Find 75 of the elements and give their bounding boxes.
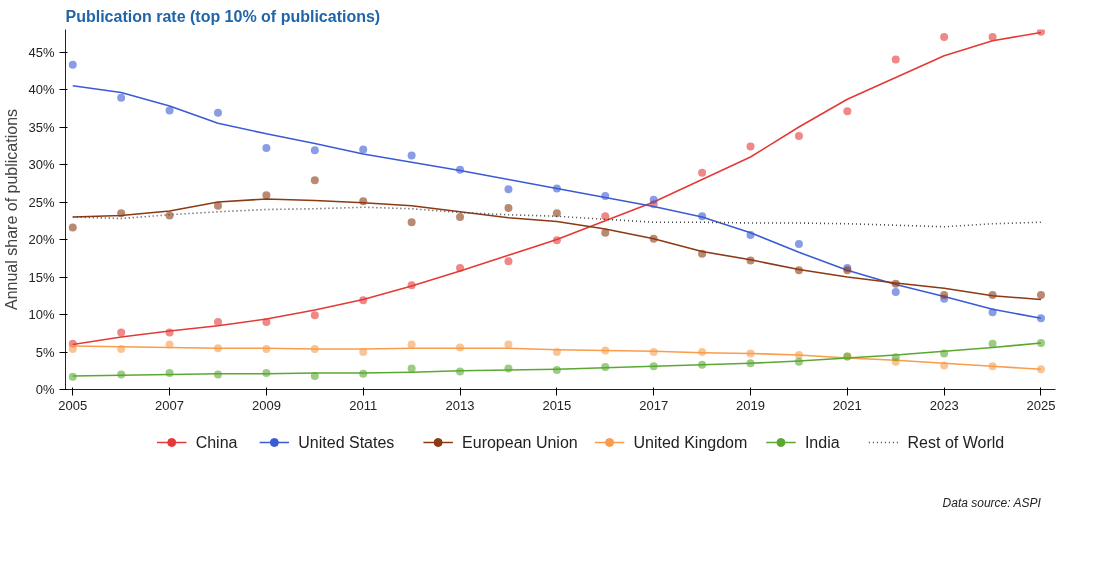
- legend-label: United Kingdom: [633, 434, 748, 451]
- point: [310, 176, 319, 185]
- point: [988, 339, 997, 348]
- point: [940, 33, 949, 41]
- x-tick-label: 2019: [736, 397, 765, 413]
- point: [407, 151, 416, 160]
- point: [117, 328, 126, 337]
- y-tick-label: 40%: [28, 82, 55, 97]
- point: [1036, 314, 1045, 323]
- point: [407, 218, 416, 227]
- point: [1036, 291, 1045, 299]
- point: [988, 33, 997, 41]
- point: [310, 311, 319, 320]
- point: [746, 142, 755, 151]
- x-tick-label: 2005: [58, 397, 88, 413]
- x-tick-label: 2007: [155, 397, 185, 413]
- source-note: Data source: ASPI: [942, 495, 1042, 510]
- y-tick-label: 10%: [28, 307, 55, 322]
- x-tick-label: 2015: [542, 397, 572, 413]
- point: [213, 108, 222, 117]
- point: [165, 106, 174, 115]
- point: [456, 213, 465, 221]
- point: [649, 195, 658, 204]
- legend-label: United States: [298, 434, 395, 451]
- point: [310, 146, 319, 155]
- x-tick-label: 2023: [929, 397, 959, 413]
- point: [1036, 339, 1045, 347]
- y-tick-label: 20%: [28, 232, 55, 247]
- point: [843, 107, 852, 116]
- point: [1036, 365, 1045, 374]
- point: [891, 55, 900, 64]
- y-tick-label: 5%: [35, 344, 55, 360]
- x-tick-label: 2011: [349, 397, 378, 413]
- y-tick-label: 30%: [28, 157, 55, 172]
- point: [504, 204, 513, 212]
- point: [165, 369, 174, 377]
- y-axis-title: Annual share of publications: [3, 108, 21, 311]
- legend-label: China: [195, 434, 238, 451]
- point: [601, 228, 610, 237]
- point: [68, 60, 77, 69]
- y-tick-label: 35%: [28, 119, 55, 135]
- point: [213, 201, 222, 210]
- point: [698, 168, 707, 177]
- point: [601, 212, 610, 221]
- point: [68, 223, 77, 232]
- x-tick-label: 2013: [445, 397, 475, 413]
- y-tick-label: 25%: [28, 194, 55, 210]
- point: [262, 191, 271, 200]
- point: [504, 185, 513, 194]
- x-tick-label: 2021: [832, 397, 862, 413]
- x-tick-label: 2017: [639, 397, 669, 413]
- point: [117, 93, 126, 102]
- point: [504, 257, 513, 266]
- point: [165, 211, 174, 220]
- point: [262, 144, 271, 152]
- point: [794, 132, 803, 140]
- x-tick-label: 2025: [1026, 397, 1056, 413]
- chart-title: Publication rate (top 10% of publications): [65, 7, 381, 25]
- point: [794, 240, 803, 248]
- y-tick-label: 15%: [28, 269, 55, 285]
- legend-label: Rest of World: [907, 434, 1005, 451]
- point: [1036, 29, 1045, 36]
- point: [552, 209, 561, 218]
- point: [117, 209, 126, 218]
- point: [68, 345, 77, 353]
- point: [359, 145, 368, 154]
- legend-label: India: [804, 434, 840, 451]
- point: [891, 288, 900, 296]
- point: [68, 372, 77, 381]
- point: [213, 318, 222, 326]
- y-tick-label: 45%: [28, 44, 55, 60]
- point: [940, 291, 949, 299]
- x-tick-label: 2009: [251, 397, 281, 413]
- y-tick-label: 0%: [35, 382, 55, 397]
- legend-label: European Union: [462, 434, 578, 451]
